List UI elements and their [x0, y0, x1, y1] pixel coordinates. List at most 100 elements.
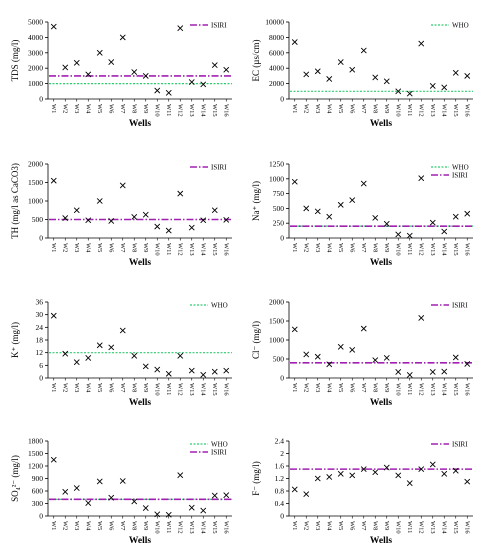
x-tick-label: W10: [394, 243, 401, 256]
data-point: [96, 49, 103, 56]
x-tick-label: W11: [406, 383, 413, 395]
x-tick-label: W6: [107, 243, 114, 253]
data-point: [188, 367, 195, 374]
y-tick-label: 1500: [28, 178, 43, 187]
x-tick-label: W15: [452, 243, 459, 256]
x-tick-label: W11: [406, 521, 413, 533]
x-tick-label: W5: [96, 104, 103, 113]
x-tick-label: W14: [199, 243, 206, 256]
data-point: [50, 312, 57, 319]
data-point: [395, 369, 402, 375]
data-point: [337, 201, 344, 208]
data-point: [188, 504, 195, 511]
x-tick-label: W2: [61, 521, 68, 530]
x-tick-label: W10: [153, 383, 160, 396]
data-point: [62, 488, 69, 495]
x-tick-label: W8: [130, 383, 137, 392]
x-tick-label: W10: [394, 104, 401, 117]
legend: ISIRI: [190, 22, 227, 30]
x-tick-label: W16: [463, 243, 470, 256]
data-point: [142, 72, 149, 79]
x-tick-label: W7: [360, 383, 367, 393]
x-tick-label: W12: [417, 521, 424, 534]
x-tick-label: W11: [406, 104, 413, 116]
x-tick-label: W9: [383, 104, 390, 113]
data-point: [50, 177, 57, 184]
x-tick-label: W2: [302, 521, 309, 530]
data-point: [119, 478, 126, 484]
x-tick-label: W14: [440, 383, 447, 396]
y-tick-label: 300: [32, 499, 44, 508]
x-tick-label: W5: [337, 383, 344, 392]
x-tick-label: W8: [130, 104, 137, 113]
x-tick-label: W9: [383, 243, 390, 252]
x-tick-label: W4: [84, 104, 91, 114]
x-tick-label: W14: [199, 383, 206, 396]
data-point: [142, 363, 149, 370]
x-tick-label: W6: [107, 383, 114, 393]
x-tick-label: W11: [165, 104, 172, 116]
chart-panel-8: 0 0.4 0.8 1.2 1.6 2 2.4 W1 W2 W3 W4 W5 W6 W7 W8 W9 W10 W1…: [251, 437, 473, 546]
x-axis-title: Wells: [129, 119, 151, 129]
data-point: [154, 223, 161, 230]
y-tick-label: 30: [36, 310, 44, 319]
data-point: [50, 456, 57, 463]
x-tick-label: W3: [314, 521, 321, 530]
y-tick-label: 36: [36, 298, 44, 307]
y-tick-label: 4000: [28, 33, 43, 42]
data-point: [96, 342, 103, 349]
x-tick-label: W4: [325, 383, 332, 393]
x-tick-label: W13: [429, 521, 436, 534]
x-tick-label: W7: [119, 521, 126, 531]
x-tick-label: W5: [337, 521, 344, 530]
x-tick-label: W16: [463, 383, 470, 396]
x-tick-label: W7: [119, 243, 126, 253]
x-tick-label: W8: [371, 243, 378, 252]
data-point: [177, 352, 184, 359]
data-point: [108, 218, 115, 224]
y-tick-label: 2000: [269, 79, 284, 88]
x-tick-label: W4: [84, 521, 91, 531]
y-tick-label: 600: [32, 487, 44, 496]
data-point: [50, 23, 57, 30]
data-point: [372, 357, 379, 364]
x-tick-label: W4: [325, 104, 332, 114]
y-tick-label: 2000: [28, 64, 43, 73]
x-axis-title: Wells: [370, 119, 392, 129]
legend: WHO: [190, 302, 228, 310]
legend: ISIRI: [431, 441, 468, 449]
x-tick-label: W1: [291, 521, 298, 530]
y-axis-title: EC (µs/cm): [251, 40, 261, 82]
x-tick-label: W3: [73, 243, 80, 252]
data-point: [429, 82, 436, 89]
x-axis-title: Wells: [129, 258, 151, 268]
data-point: [337, 59, 344, 65]
y-tick-label: 8000: [269, 33, 284, 42]
x-tick-label: W12: [417, 104, 424, 117]
y-tick-label: 500: [273, 204, 285, 213]
x-tick-label: W8: [130, 521, 137, 530]
data-point: [223, 492, 230, 499]
x-tick-label: W6: [348, 521, 355, 531]
x-tick-label: W7: [360, 521, 367, 531]
legend: ISIRI: [190, 164, 227, 172]
x-tick-label: W15: [452, 383, 459, 396]
data-point: [406, 90, 413, 97]
x-tick-label: W12: [176, 104, 183, 117]
data-point: [177, 190, 184, 197]
x-tick-label: W12: [176, 383, 183, 396]
x-tick-label: W6: [348, 383, 355, 393]
y-tick-label: 0: [280, 95, 284, 104]
y-tick-label: 2: [280, 449, 284, 458]
data-point: [223, 367, 230, 374]
data-point: [177, 472, 184, 479]
legend-label: ISIRI: [211, 22, 227, 30]
legend: WHO: [431, 22, 469, 30]
x-tick-label: W10: [153, 521, 160, 534]
x-tick-label: W1: [50, 521, 57, 530]
data-point: [383, 220, 390, 227]
data-point: [303, 205, 310, 212]
data-point: [337, 470, 344, 477]
data-point: [73, 59, 80, 66]
